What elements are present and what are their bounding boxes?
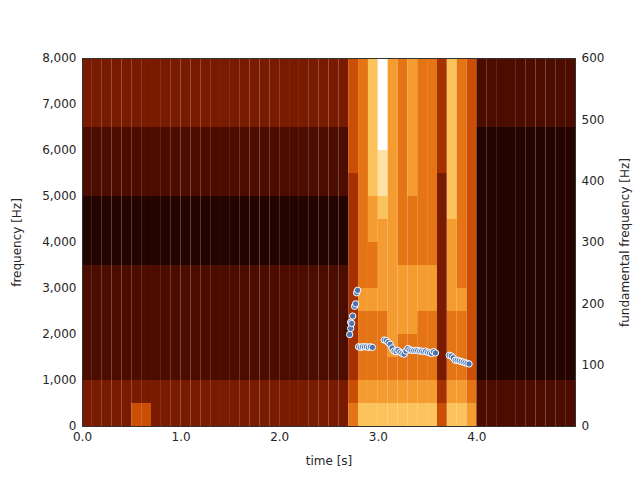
svg-text:3,000: 3,000 — [42, 281, 76, 295]
svg-text:1,000: 1,000 — [42, 373, 76, 387]
svg-text:2,000: 2,000 — [42, 327, 76, 341]
svg-text:500: 500 — [582, 113, 605, 127]
svg-text:1.0: 1.0 — [172, 430, 191, 444]
svg-text:4.0: 4.0 — [467, 430, 486, 444]
svg-text:0.0: 0.0 — [73, 430, 92, 444]
svg-text:4,000: 4,000 — [42, 235, 76, 249]
svg-text:fundamental frequency [Hz]: fundamental frequency [Hz] — [618, 158, 632, 327]
svg-text:2.0: 2.0 — [270, 430, 289, 444]
svg-text:400: 400 — [582, 174, 605, 188]
svg-text:3.0: 3.0 — [369, 430, 388, 444]
svg-text:200: 200 — [582, 297, 605, 311]
svg-text:6,000: 6,000 — [42, 143, 76, 157]
svg-text:8,000: 8,000 — [42, 51, 76, 65]
svg-text:7,000: 7,000 — [42, 97, 76, 111]
svg-text:100: 100 — [582, 358, 605, 372]
svg-text:300: 300 — [582, 235, 605, 249]
svg-text:0: 0 — [69, 419, 77, 433]
svg-text:time [s]: time [s] — [306, 454, 353, 468]
svg-text:0: 0 — [582, 419, 590, 433]
svg-text:frequency [Hz]: frequency [Hz] — [10, 198, 24, 287]
svg-text:600: 600 — [582, 51, 605, 65]
svg-text:5,000: 5,000 — [42, 189, 76, 203]
